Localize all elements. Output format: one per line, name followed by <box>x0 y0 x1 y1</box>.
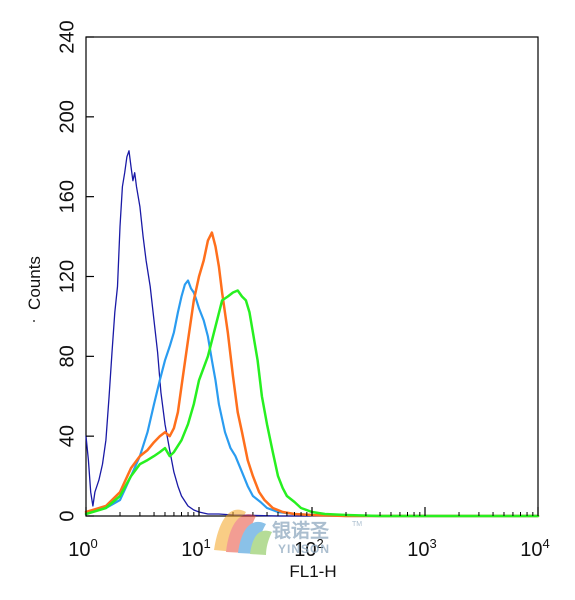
x-axis-title: FL1-H <box>289 562 336 581</box>
watermark-tm: TM <box>352 521 362 528</box>
x-tick-label: 102 <box>294 536 323 561</box>
y-axis: 0 40 80 120 160 200 240 <box>56 20 94 522</box>
x-tick-label: 101 <box>181 536 210 561</box>
watermark-cn-text: 银诺圣 <box>272 519 330 542</box>
y-tick-label: 80 <box>56 345 78 367</box>
y-tick-label: 200 <box>56 100 78 133</box>
series-line-1 <box>85 150 539 517</box>
y-tick-label: 120 <box>56 260 78 293</box>
y-tick-label: 0 <box>56 510 78 521</box>
x-tick-label: 104 <box>520 536 549 561</box>
watermark-logo-icon <box>214 509 272 555</box>
series-line-3 <box>84 231 540 518</box>
x-tick-label: 103 <box>407 536 436 561</box>
watermark: 银诺圣 YINSON TM <box>214 509 362 556</box>
y-tick-label: 40 <box>56 425 78 447</box>
x-tick-label: 100 <box>68 536 97 561</box>
series-line-4 <box>84 289 540 518</box>
watermark-en-text: YINSON <box>278 542 330 556</box>
y-tick-label: 160 <box>56 180 78 213</box>
y-tick-label: 240 <box>56 20 78 53</box>
y-axis-title: Counts <box>25 256 44 310</box>
x-axis: 100 101 102 103 104 <box>68 507 550 561</box>
series-line-2 <box>84 279 540 518</box>
series-layer <box>84 150 540 518</box>
